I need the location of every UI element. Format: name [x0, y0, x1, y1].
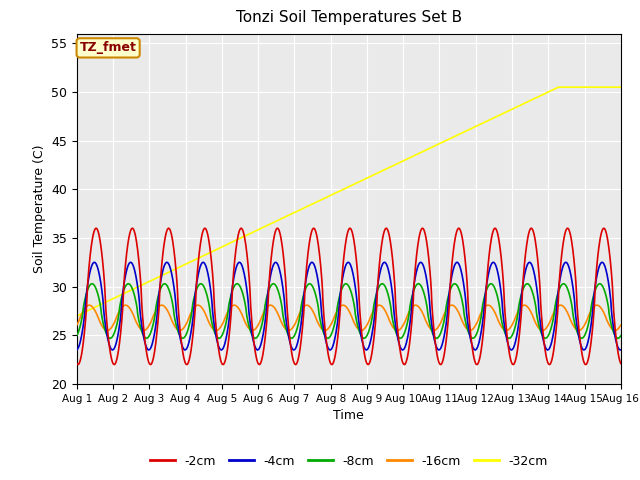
- -4cm: [180, 347, 188, 353]
- -4cm: [434, 347, 442, 352]
- -32cm: [180, 262, 188, 267]
- Legend: -2cm, -4cm, -8cm, -16cm, -32cm: -2cm, -4cm, -8cm, -16cm, -32cm: [145, 450, 553, 473]
- -8cm: [269, 281, 277, 287]
- -2cm: [553, 318, 561, 324]
- -4cm: [326, 347, 334, 353]
- Title: Tonzi Soil Temperatures Set B: Tonzi Soil Temperatures Set B: [236, 11, 462, 25]
- -8cm: [252, 336, 259, 341]
- -4cm: [194, 274, 202, 280]
- -2cm: [195, 256, 202, 262]
- -16cm: [433, 325, 441, 331]
- -32cm: [617, 84, 625, 90]
- -8cm: [434, 335, 442, 341]
- -4cm: [617, 347, 625, 353]
- -2cm: [617, 360, 625, 366]
- -32cm: [555, 84, 563, 90]
- Line: -4cm: -4cm: [77, 263, 621, 350]
- Y-axis label: Soil Temperature (C): Soil Temperature (C): [33, 144, 45, 273]
- -8cm: [73, 333, 81, 338]
- -2cm: [505, 348, 513, 353]
- -16cm: [180, 324, 188, 330]
- -8cm: [617, 333, 625, 338]
- -16cm: [73, 322, 81, 328]
- -8cm: [255, 331, 263, 336]
- -16cm: [255, 321, 262, 327]
- -8cm: [180, 335, 188, 340]
- Text: TZ_fmet: TZ_fmet: [80, 41, 136, 54]
- -16cm: [466, 327, 474, 333]
- X-axis label: Time: Time: [333, 409, 364, 422]
- -4cm: [73, 347, 81, 353]
- -32cm: [255, 227, 262, 232]
- -2cm: [182, 360, 189, 366]
- -2cm: [92, 226, 100, 231]
- -16cm: [448, 302, 456, 308]
- -16cm: [553, 305, 561, 311]
- -32cm: [552, 85, 560, 91]
- -4cm: [255, 347, 262, 352]
- -16cm: [617, 322, 625, 328]
- -4cm: [344, 260, 352, 265]
- -2cm: [434, 356, 442, 361]
- -2cm: [110, 361, 118, 367]
- -8cm: [194, 284, 202, 289]
- -2cm: [255, 361, 263, 367]
- Line: -8cm: -8cm: [77, 284, 621, 338]
- -16cm: [194, 302, 202, 308]
- -8cm: [505, 336, 513, 341]
- -4cm: [553, 300, 561, 306]
- Line: -16cm: -16cm: [77, 305, 621, 330]
- -8cm: [553, 294, 561, 300]
- -32cm: [194, 255, 202, 261]
- Line: -32cm: -32cm: [77, 87, 621, 316]
- -32cm: [504, 108, 512, 114]
- Line: -2cm: -2cm: [77, 228, 621, 364]
- -4cm: [505, 344, 513, 349]
- -32cm: [433, 142, 441, 148]
- -16cm: [505, 326, 513, 332]
- -2cm: [73, 360, 81, 366]
- -32cm: [73, 313, 81, 319]
